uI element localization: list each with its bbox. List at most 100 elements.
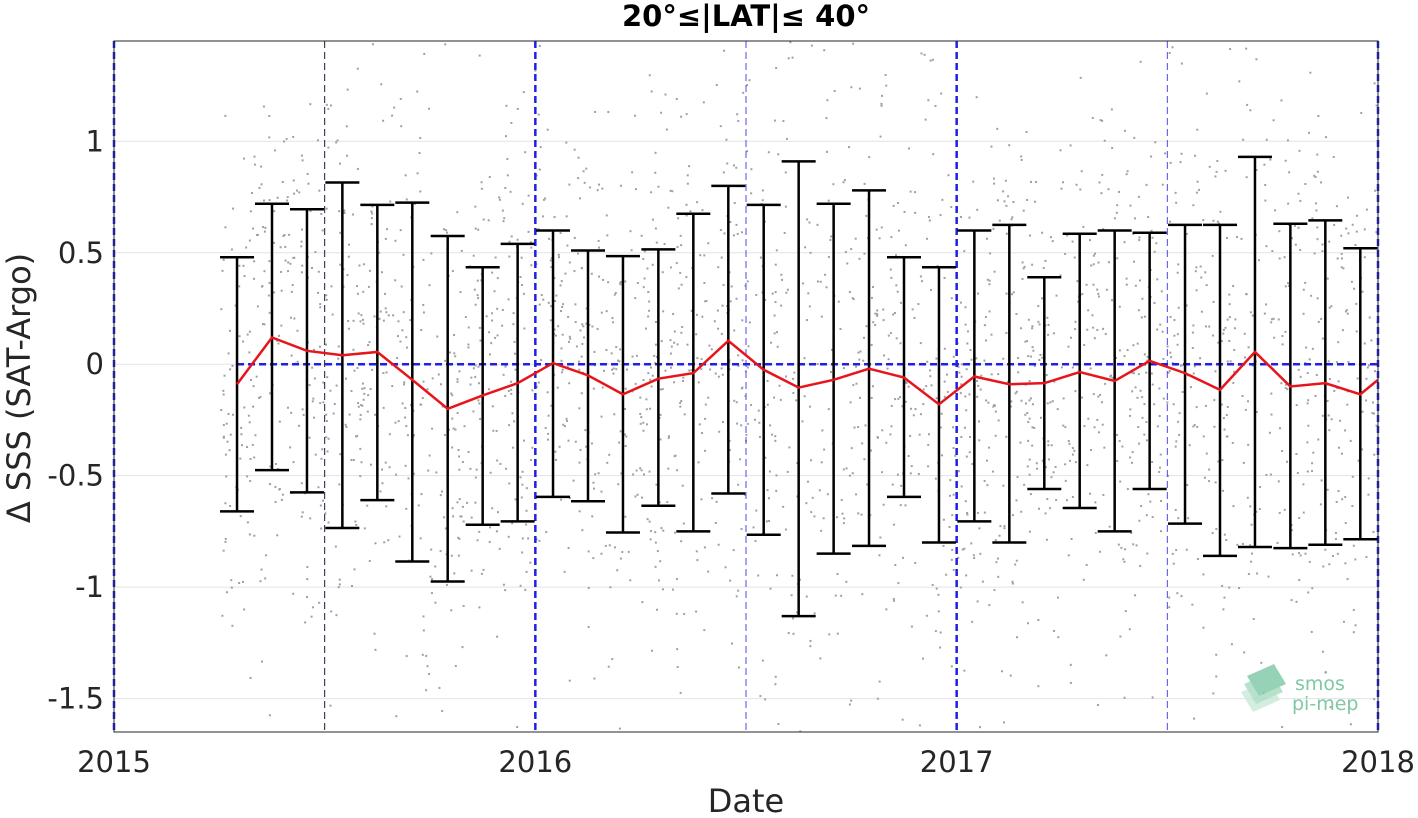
scatter-point [785,375,788,378]
scatter-point [1143,403,1146,406]
scatter-point [374,648,377,651]
scatter-point [538,539,541,542]
scatter-point [1126,488,1129,491]
scatter-point [1204,271,1207,274]
scatter-point [787,57,790,60]
scatter-point [1169,161,1172,164]
scatter-point [284,259,287,262]
scatter-point [736,232,739,235]
scatter-point [1306,402,1309,405]
scatter-point [889,332,892,335]
scatter-point [985,237,988,240]
scatter-point [1250,560,1253,563]
scatter-point [1024,413,1027,416]
scatter-point [523,327,526,330]
scatter-point [791,574,794,577]
scatter-point [778,384,781,387]
scatter-point [1006,380,1009,383]
scatter-point [805,595,808,598]
scatter-point [232,207,235,210]
scatter-point [463,425,466,428]
scatter-point [1060,366,1063,369]
scatter-point [834,594,837,597]
scatter-point [1327,360,1330,363]
scatter-point [720,367,723,370]
scatter-point [689,210,692,213]
scatter-point [1317,438,1320,441]
scatter-point [643,277,646,280]
scatter-point [766,403,769,406]
scatter-point [521,537,524,540]
scatter-point [358,264,361,267]
scatter-point [1321,337,1324,340]
scatter-point [267,294,270,297]
scatter-point [428,454,431,457]
scatter-point [1180,62,1183,65]
scatter-point [804,246,807,249]
scatter-point [1067,439,1070,442]
scatter-point [952,355,955,358]
scatter-point [740,387,743,390]
scatter-point [1116,257,1119,260]
scatter-point [1345,309,1348,312]
scatter-point [274,501,277,504]
scatter-point [986,278,989,281]
scatter-point [1365,377,1368,380]
scatter-point [721,304,724,307]
scatter-point [686,343,689,346]
scatter-point [994,434,997,437]
scatter-point [585,322,588,325]
scatter-point [868,156,871,159]
scatter-point [1208,325,1211,328]
scatter-point [567,547,570,550]
scatter-point [479,417,482,420]
scatter-point [1278,230,1281,233]
scatter-point [624,515,627,518]
scatter-point [601,187,604,190]
scatter-point [659,560,662,563]
scatter-point [843,179,846,182]
scatter-point [1350,280,1353,283]
scatter-point [406,434,409,437]
scatter-point [796,611,799,614]
scatter-point [987,401,990,404]
scatter-point [446,231,449,234]
scatter-point [832,183,835,186]
scatter-point [231,413,234,416]
scatter-point [907,454,910,457]
scatter-point [380,83,383,86]
scatter-point [855,382,858,385]
scatter-point [359,413,362,416]
scatter-point [836,632,839,635]
scatter-point [326,376,329,379]
scatter-point [1263,312,1266,315]
scatter-point [248,330,251,333]
scatter-point [893,312,896,315]
scatter-point [1064,252,1067,255]
scatter-point [1159,530,1162,533]
scatter-point [592,481,595,484]
scatter-point [1221,584,1224,587]
scatter-point [876,314,879,317]
scatter-point [896,290,899,293]
scatter-point [1276,541,1279,544]
scatter-point [549,259,552,262]
scatter-point [1326,399,1329,402]
scatter-point [842,367,845,370]
scatter-point [1138,236,1141,239]
scatter-point [1219,210,1222,213]
scatter-point [1031,325,1034,328]
scatter-point [629,230,632,233]
y-tick-label: -1.5 [47,682,104,716]
scatter-point [1136,396,1139,399]
scatter-point [537,381,540,384]
scatter-point [514,352,517,355]
scatter-point [508,424,511,427]
scatter-point [247,414,250,417]
scatter-point [1000,670,1003,673]
scatter-point [1015,390,1018,393]
scatter-point [842,468,845,471]
scatter-point [676,648,679,651]
scatter-point [401,402,404,405]
scatter-point [929,288,932,291]
